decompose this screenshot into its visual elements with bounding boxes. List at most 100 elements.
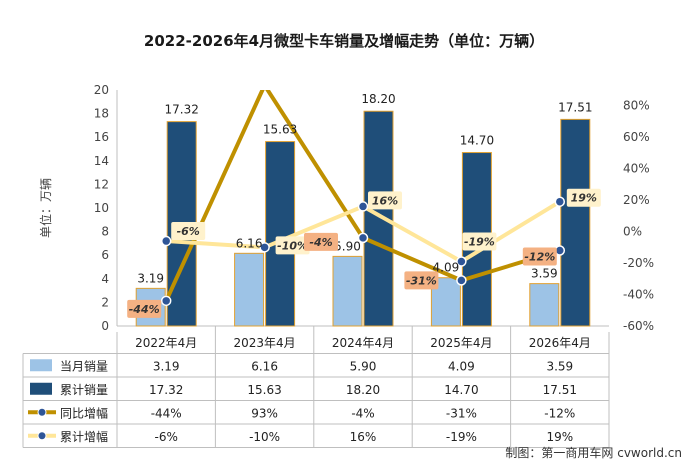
table-cell: -4%: [351, 406, 374, 420]
table-cell: 5.90: [350, 359, 377, 373]
cumulative-growth-label-box: [368, 191, 402, 210]
cumulative-growth-label-box: [275, 236, 310, 255]
marker-cumulative-growth: [554, 196, 566, 207]
category-label: 2022年4月: [135, 336, 197, 350]
bar-cumulative-label: 18.20: [361, 92, 395, 106]
bar-monthly-label: 3.19: [137, 271, 164, 285]
table-cell: -19%: [446, 430, 477, 444]
bar-cumulative: [560, 118, 591, 327]
yoy-growth-label-box: [404, 271, 439, 290]
cumulative-growth-label: -6%: [177, 225, 200, 238]
marker-cumulative-growth: [456, 256, 467, 267]
y2-tick-label: -20%: [623, 256, 654, 270]
y2-tick-label: 80%: [623, 99, 650, 113]
table-cell: 17.32: [149, 383, 183, 397]
y-tick-label: 14: [94, 154, 109, 168]
marker-yoy-growth: [456, 275, 467, 286]
bar-monthly: [234, 252, 265, 327]
table-cell: -44%: [151, 406, 182, 420]
table-cell: 18.20: [346, 383, 380, 397]
y-axis-title: 单位：万辆: [38, 178, 53, 238]
y-tick-label: 10: [94, 201, 109, 215]
table-cell: -31%: [446, 406, 477, 420]
table-cell: -12%: [544, 406, 575, 420]
y-tick-label: 16: [94, 130, 109, 144]
table-cell: -6%: [155, 430, 178, 444]
y2-tick-label: -40%: [623, 288, 654, 302]
category-label: 2023年4月: [234, 336, 296, 350]
table-cell: 6.16: [251, 359, 278, 373]
legend-label: 当月销量: [60, 359, 108, 373]
y2-tick-label: 60%: [623, 130, 650, 144]
marker-yoy-growth: [160, 295, 172, 307]
y2-tick-label: 40%: [623, 162, 650, 176]
y-tick-label: 6: [101, 248, 109, 262]
legend-label: 累计增幅: [60, 429, 108, 444]
table-cell: 17.51: [543, 383, 577, 397]
y-tick-label: 4: [101, 272, 109, 286]
bar-cumulative-label: 14.70: [460, 134, 494, 148]
category-label: 2024年4月: [332, 336, 394, 350]
table-cell: 93%: [251, 406, 278, 420]
legend-swatch: [30, 359, 52, 372]
marker-cumulative-growth: [259, 242, 270, 253]
chart-title: 2022-2026年4月微型卡车销量及增幅走势（单位：万辆）: [144, 32, 544, 50]
data-labels: 3.19 17.32 6.16 15.63 5.90 18.20 4.09 14.70 3.59…: [127, 92, 601, 318]
cumulative-growth-label: 19%: [571, 192, 597, 205]
yoy-growth-label-box: [127, 299, 162, 318]
bar-cumulative-label: 17.51: [558, 100, 592, 114]
legend-marker: [37, 407, 47, 417]
y2-tick-label: 20%: [623, 193, 650, 207]
bar-monthly: [332, 255, 363, 327]
line-yoy-growth: [164, 90, 561, 302]
source-credit: 制图：第一商用车网 cvworld.cn: [505, 445, 682, 460]
table-cell: 16%: [350, 430, 377, 444]
y-tick-label: 18: [94, 107, 109, 121]
table-cell: -10%: [249, 430, 280, 444]
lines: [160, 90, 566, 307]
table-cell: 3.19: [153, 359, 180, 373]
bar-monthly-label: 5.90: [334, 239, 361, 253]
bar-monthly-label: 3.59: [531, 267, 558, 281]
yoy-growth-label: -12%: [524, 250, 555, 263]
cumulative-growth-label-box: [462, 232, 497, 251]
legend-swatch: [30, 382, 52, 395]
plot-frame: [116, 90, 609, 327]
yoy-growth-label: -31%: [406, 274, 437, 287]
table-cell: 14.70: [444, 383, 478, 397]
y-tick-label: 20: [94, 83, 109, 97]
cumulative-growth-label-box: [171, 222, 206, 241]
y2-tick-label: 0%: [623, 225, 642, 239]
y-tick-label: 8: [101, 225, 109, 239]
legend-label: 同比增幅: [60, 405, 108, 420]
cumulative-growth-label-box: [566, 188, 601, 207]
yoy-growth-label-box: [522, 247, 557, 266]
y-tick-label: 0: [101, 319, 109, 333]
bar-cumulative-label: 15.63: [263, 123, 297, 137]
cumulative-growth-label: -19%: [464, 235, 495, 248]
table-cell: 19%: [546, 430, 573, 444]
category-label: 2026年4月: [529, 336, 591, 350]
table-cell: 4.09: [448, 359, 475, 373]
bar-cumulative-label: 17.32: [165, 103, 199, 117]
table-cell: 3.59: [546, 359, 573, 373]
legend-label: 累计销量: [60, 383, 108, 397]
legend-marker: [37, 431, 47, 441]
yoy-growth-label: -44%: [129, 303, 160, 316]
bar-monthly-label: 4.09: [433, 261, 460, 275]
y-tick-label: 2: [101, 295, 109, 309]
marker-yoy-growth: [357, 232, 369, 244]
table-cell: 15.63: [247, 383, 281, 397]
marker-cumulative-growth: [160, 235, 172, 247]
yoy-growth-label-box: [304, 232, 338, 251]
cumulative-growth-label: 16%: [372, 194, 398, 207]
axis-ticks: 0 2 4 6 8 10 12 14 16 18 20 -60% -40% -20% 0% 20% 40% 60%…: [94, 83, 654, 333]
bar-cumulative: [265, 141, 296, 327]
bar-monthly-label: 6.16: [236, 236, 263, 250]
yoy-growth-label: -4%: [309, 236, 332, 249]
bars: [135, 110, 591, 327]
marker-cumulative-growth: [357, 201, 369, 212]
